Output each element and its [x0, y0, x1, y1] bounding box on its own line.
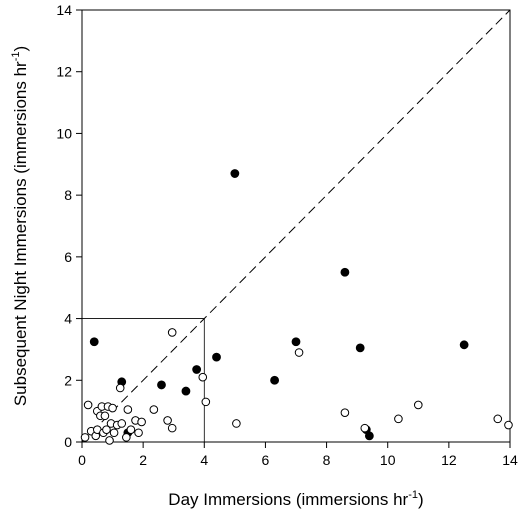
open-point-28 — [167, 328, 177, 337]
plot-frame-group — [81, 9, 511, 443]
open-point-25 — [149, 405, 159, 414]
open-point-19 — [122, 433, 131, 442]
open-point-37 — [493, 414, 503, 424]
y-tick-label-4: 8 — [64, 187, 72, 203]
y-axis-title-suffix: ) — [11, 46, 30, 52]
data-points — [80, 169, 513, 445]
filled-point-9 — [291, 337, 301, 347]
x-tick-label-1: 2 — [139, 452, 147, 468]
open-point-26 — [163, 416, 172, 425]
open-point-34 — [360, 423, 370, 433]
open-point-33 — [340, 408, 350, 417]
filled-point-10 — [340, 267, 350, 277]
open-point-15 — [109, 428, 119, 438]
y-tick-label-7: 14 — [56, 2, 72, 18]
y-axis-title-exponent: -1 — [10, 52, 22, 62]
filled-point-6 — [212, 352, 221, 362]
identity-dashed-line — [81, 9, 511, 443]
filled-point-14 — [459, 340, 469, 350]
open-point-29 — [198, 372, 208, 382]
open-point-17 — [115, 383, 125, 393]
open-point-10 — [102, 425, 111, 434]
filled-point-7 — [230, 169, 240, 178]
x-tick-label-4: 8 — [323, 452, 331, 468]
open-point-32 — [294, 348, 304, 357]
x-axis-title: Day Immersions (immersions hr-1) — [168, 489, 423, 509]
y-axis-title: Subsequent Night Immersions (immersions … — [10, 46, 30, 406]
filled-point-13 — [364, 431, 374, 441]
open-point-38 — [504, 420, 513, 430]
y-tick-label-3: 6 — [64, 249, 72, 265]
open-point-35 — [394, 414, 403, 424]
y-axis-title-text: Subsequent Night Immersions (immersions … — [11, 61, 30, 406]
open-point-31 — [232, 419, 241, 428]
filled-point-8 — [270, 375, 280, 385]
plot-frame — [81, 9, 511, 443]
ticks: 0 2 4 6 8 10 12 14 0 2 4 6 8 10 12 14 — [56, 2, 518, 468]
x-axis-title-suffix: ) — [418, 490, 424, 509]
open-point-0 — [80, 433, 90, 442]
filled-point-4 — [181, 386, 191, 396]
open-point-18 — [117, 419, 127, 428]
y-tick-label-2: 4 — [64, 311, 72, 327]
open-point-30 — [201, 397, 211, 407]
open-point-1 — [83, 400, 93, 410]
y-tick-label-6: 12 — [56, 64, 72, 80]
y-tick-label-1: 2 — [64, 372, 72, 388]
x-tick-label-0: 0 — [78, 452, 86, 468]
open-point-23 — [134, 428, 143, 438]
y-tick-label-0: 0 — [64, 434, 72, 450]
filled-point-11 — [355, 343, 365, 353]
filled-point-0 — [89, 337, 99, 347]
filled-point-5 — [192, 365, 202, 374]
x-tick-label-6: 12 — [441, 452, 457, 468]
open-point-24 — [137, 417, 146, 427]
open-point-14 — [108, 403, 117, 413]
open-point-12 — [105, 436, 114, 445]
open-point-21 — [126, 425, 136, 434]
x-axis-title-exponent: -1 — [408, 489, 418, 501]
y-tick-label-5: 10 — [56, 125, 72, 141]
open-point-9 — [100, 411, 110, 421]
open-point-36 — [413, 400, 423, 410]
x-tick-label-2: 4 — [200, 452, 208, 468]
x-axis-title-text: Day Immersions (immersions hr — [168, 490, 408, 509]
x-tick-label-3: 6 — [262, 452, 270, 468]
reference-lines — [81, 9, 511, 443]
open-point-27 — [167, 423, 177, 433]
x-tick-label-7: 14 — [502, 452, 518, 468]
x-tick-label-5: 10 — [380, 452, 396, 468]
open-point-20 — [123, 405, 133, 414]
filled-point-3 — [157, 380, 166, 390]
